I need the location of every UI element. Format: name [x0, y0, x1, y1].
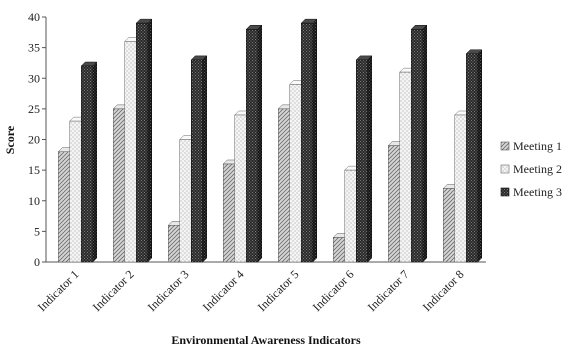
legend-swatch	[500, 164, 510, 174]
x-tick-label: Indicator 4	[200, 267, 247, 314]
bar-side	[477, 49, 482, 263]
y-tick-label: 5	[34, 224, 40, 238]
legend-label: Meeting 1	[513, 139, 562, 153]
bar-front	[223, 163, 235, 263]
legend-swatch	[500, 141, 510, 151]
legend-item-meeting-2: Meeting 2	[500, 162, 562, 176]
bar-meeting-3-2	[135, 18, 153, 263]
bar-front	[278, 108, 290, 263]
y-tick-label: 0	[34, 255, 40, 269]
y-axis-title: Score	[3, 125, 17, 154]
bar-front	[443, 188, 455, 263]
bar-front	[333, 237, 345, 263]
bar-front	[399, 71, 412, 263]
bar-front	[246, 29, 258, 263]
bar-front	[69, 120, 82, 263]
x-tick-label: Indicator 7	[365, 267, 412, 314]
x-tick-label: Indicator 6	[310, 267, 357, 314]
bar-meeting-3-5	[300, 18, 318, 263]
legend: Meeting 1 Meeting 2 Meeting 3	[500, 139, 562, 199]
y-tick-label: 20	[28, 133, 40, 147]
bar-front	[234, 114, 247, 263]
bars	[57, 18, 483, 263]
bar-front	[454, 114, 467, 263]
bar-front	[388, 145, 400, 263]
bar-front	[411, 29, 423, 263]
bar-meeting-3-7	[410, 24, 428, 263]
bar-front	[179, 139, 192, 263]
bar-meeting-3-6	[355, 55, 373, 263]
bar-side	[257, 24, 262, 263]
bar-meeting-3-8	[465, 49, 483, 263]
x-tick-label: Indicator 1	[35, 267, 82, 314]
y-tick-label: 25	[28, 102, 40, 116]
legend-swatch	[500, 187, 510, 197]
y-tick-label: 35	[28, 41, 40, 55]
bar-front	[344, 169, 357, 263]
x-tick-label: Indicator 5	[255, 267, 302, 314]
bar-front	[124, 41, 137, 263]
bar-side	[92, 61, 97, 263]
y-tick-label: 15	[28, 163, 40, 177]
legend-label: Meeting 3	[513, 185, 562, 199]
legend-label: Meeting 2	[513, 162, 562, 176]
bar-front	[301, 22, 313, 263]
legend-item-meeting-3: Meeting 3	[500, 185, 562, 199]
bar-front	[356, 59, 368, 263]
bar-side	[202, 55, 207, 263]
x-tick-label: Indicator 8	[420, 267, 467, 314]
bar-side	[422, 24, 427, 263]
bar-meeting-3-1	[80, 61, 98, 263]
bar-front	[168, 225, 180, 263]
bar-front	[466, 53, 478, 263]
bar-meeting-3-3	[190, 55, 208, 263]
bar-meeting-3-4	[245, 24, 263, 263]
bar-front	[136, 22, 148, 263]
bar-side	[147, 18, 152, 263]
bar-side	[312, 18, 317, 263]
bar-side	[367, 55, 372, 263]
bar-front	[58, 151, 70, 263]
bar-front	[191, 59, 203, 263]
y-tick-label: 30	[28, 71, 40, 85]
bar-front	[113, 108, 125, 263]
x-axis-title: Environmental Awareness Indicators	[171, 333, 361, 347]
x-tick-label: Indicator 2	[90, 267, 137, 314]
x-tick-label: Indicator 3	[145, 267, 192, 314]
legend-item-meeting-1: Meeting 1	[500, 139, 562, 153]
y-tick-label: 10	[28, 194, 40, 208]
bar-front	[81, 65, 93, 263]
bar-front	[289, 84, 302, 263]
y-tick-label: 40	[28, 10, 40, 24]
